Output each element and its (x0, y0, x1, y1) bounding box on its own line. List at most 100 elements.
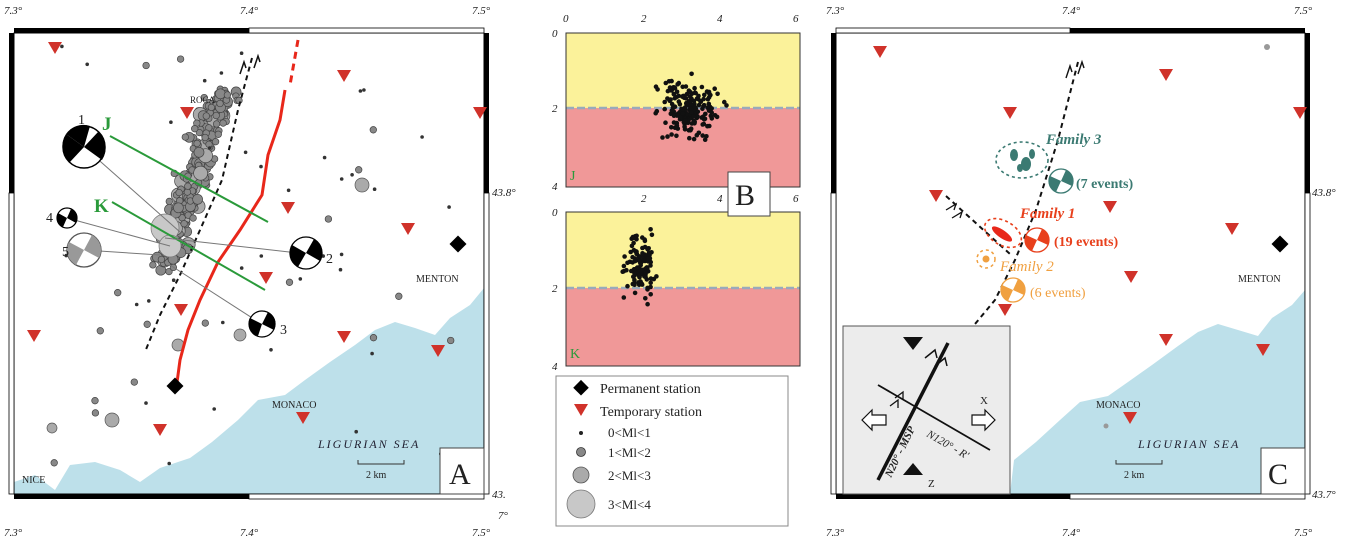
epicenter-scattered (91, 409, 100, 417)
legend-mag0: 0<Ml<1 (608, 425, 651, 440)
focal-mechanism-2 (289, 236, 323, 270)
epicenter-scattered (171, 278, 176, 283)
hypocenter (682, 107, 688, 112)
epicenter-scattered (369, 126, 377, 134)
family-2-label: Family 2 (999, 259, 1054, 275)
hypocenter (630, 260, 635, 265)
focal-mechanism-4 (56, 207, 78, 229)
lat-a-top: 43.8° (492, 187, 516, 199)
inset-msp-arrows (924, 348, 948, 367)
hypocenter (637, 273, 642, 279)
hypocenter (703, 111, 708, 117)
hypocenter (709, 106, 714, 111)
epicenter-scattered (207, 146, 212, 150)
section-j-label: J (570, 169, 576, 184)
hypocenter (702, 92, 707, 98)
epicenter-scattered (420, 135, 424, 139)
epicenter-scattered (369, 334, 378, 342)
epicenter-scattered (259, 164, 263, 169)
tick-c-7.5: 7.5° (1294, 5, 1313, 17)
family-1-count: (19 events) (1054, 235, 1118, 250)
town-menton-a: MENTON (416, 274, 459, 285)
epicenter-scattered (130, 378, 138, 386)
epicenter (189, 214, 197, 222)
scale-label-c: 2 km (1124, 470, 1145, 481)
hypocenter (687, 94, 693, 99)
permanent-station-menton-a (449, 235, 467, 253)
hypocenter (634, 251, 639, 257)
epicenter-medium (354, 177, 370, 193)
panel-a-letter-box (439, 447, 485, 495)
epicenter (193, 139, 201, 148)
hypocenter (662, 99, 667, 105)
family-1-cluster-outline (983, 217, 1023, 249)
legend-permanent: Permanent station (600, 382, 701, 397)
hypocenter (640, 235, 645, 240)
temporary-station-icon (1159, 334, 1173, 346)
hypocenter (655, 87, 660, 92)
hypocenter (689, 71, 694, 77)
temporary-station-icon (281, 202, 295, 214)
epicenter (200, 93, 208, 102)
epicenter (212, 120, 221, 128)
epicenter-scattered (447, 205, 451, 209)
hypocenter (674, 113, 680, 118)
red-fault-a (288, 39, 300, 86)
epicenter (215, 88, 226, 100)
hypocenter (642, 252, 648, 257)
hypocenter (700, 133, 705, 138)
lat-a-bottom: 43. (492, 489, 506, 501)
hypocenter (662, 106, 667, 112)
panel-c-letter-box (1260, 447, 1306, 495)
epicenter-scattered (134, 302, 139, 307)
legend-mag3: 3<Ml<4 (608, 497, 651, 512)
inset-x-label: X (980, 395, 988, 407)
event-dot-c2 (1103, 423, 1109, 429)
hypocenter (709, 110, 714, 115)
temporary-station-icon (337, 70, 351, 82)
epicenter-scattered (324, 215, 333, 223)
epicenter (192, 193, 203, 205)
epicenter-scattered (350, 173, 354, 177)
lat-c-bottom: 43.7° (1312, 489, 1336, 501)
epicenter-scattered (239, 51, 244, 55)
b-tick-y0-k: 0 (552, 207, 558, 219)
temporary-station-icon (153, 424, 167, 436)
epicenter-scattered (395, 292, 403, 300)
mech-4-label: 4 (46, 211, 53, 226)
temporary-stations-c (873, 46, 1307, 424)
hypocenter (694, 132, 700, 138)
hypocenter (674, 133, 679, 139)
hypocenter (648, 292, 653, 297)
epicenter (211, 138, 220, 146)
epicenter-scattered (144, 401, 148, 405)
family-2-mechanism (1000, 277, 1026, 303)
epicenter-scattered (447, 336, 455, 345)
epicenter-scattered (239, 266, 244, 270)
family-2-count: (6 events) (1030, 286, 1086, 301)
hypocenter (632, 270, 637, 276)
hypocenter (621, 295, 627, 300)
epicenter (193, 165, 208, 181)
hypocenter (647, 252, 652, 258)
hypocenter (680, 94, 685, 99)
tick-a-b-7.3: 7.3° (4, 527, 23, 539)
dashed-fault-a (144, 57, 253, 353)
hypocenter (669, 125, 674, 130)
epicenter-scattered (202, 78, 207, 83)
b-tick-x2-mid: 2 (641, 193, 647, 205)
red-fault-a-solid (174, 89, 287, 391)
b-tick-x0: 0 (563, 13, 569, 25)
hypocenter (631, 267, 637, 272)
hypocenter (684, 112, 690, 117)
section-k-label: K (570, 347, 580, 362)
focal-mechanism-5 (66, 232, 102, 268)
epicenter-scattered (338, 267, 343, 272)
hypocenter (693, 90, 698, 96)
profile-j-label: J (102, 114, 112, 135)
ligurian-sea-c: LIGURIAN SEA (1137, 437, 1240, 451)
legend-permanent-symbol (573, 379, 589, 396)
hypocenter (645, 285, 650, 291)
hypocenter (691, 114, 697, 119)
